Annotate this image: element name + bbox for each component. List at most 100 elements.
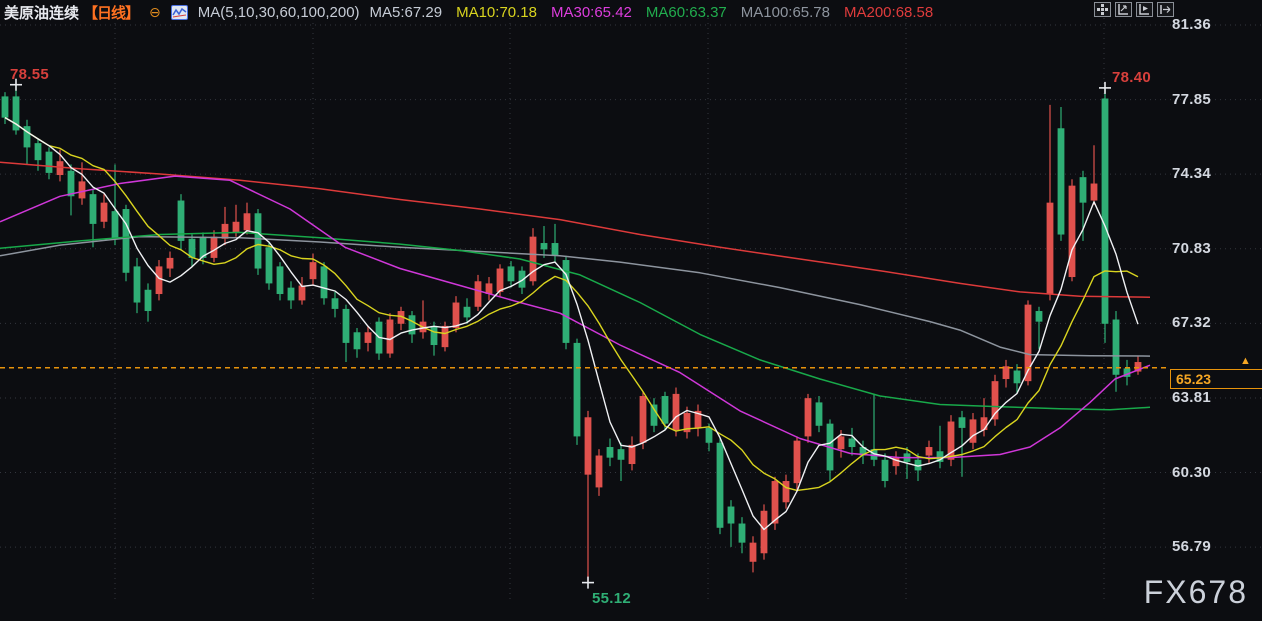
candle-body	[309, 262, 317, 280]
candle-body	[144, 289, 152, 312]
period-label[interactable]: 【日线】	[83, 4, 140, 22]
candle-body	[364, 332, 372, 343]
candle-body	[518, 270, 526, 288]
candle-body	[859, 447, 867, 456]
candle-body	[881, 459, 889, 482]
candle-body	[67, 170, 75, 197]
candle-body	[1123, 368, 1131, 377]
ma-line-ma200	[0, 161, 1151, 298]
candle-body	[628, 444, 636, 465]
candle-body	[595, 455, 603, 488]
candle-body	[507, 266, 515, 282]
candle-body	[793, 440, 801, 484]
chart-type-icon[interactable]	[170, 4, 188, 20]
ma-legend-item: MA5:67.29	[369, 3, 443, 21]
price-up-arrow-icon: ▲	[1240, 354, 1251, 367]
candle-body	[727, 506, 735, 524]
candle-body	[45, 151, 53, 173]
candle-body	[1068, 185, 1076, 278]
candle-body	[650, 404, 658, 426]
candle-body	[397, 311, 405, 324]
candle-body	[892, 457, 900, 467]
candle-body	[353, 332, 361, 350]
candle-body	[1101, 98, 1109, 324]
candle-body	[1, 96, 9, 118]
candle-body	[991, 381, 999, 420]
price-extreme-label: 78.40	[1112, 69, 1152, 86]
ma-legend-item: MA200:68.58	[844, 3, 934, 21]
current-price-badge: 65.23	[1170, 368, 1262, 389]
candle-body	[474, 281, 482, 307]
candle-body	[749, 542, 757, 562]
candle-body	[1046, 202, 1054, 295]
candle-body	[298, 285, 306, 301]
candle-body	[584, 417, 592, 475]
candle-body	[969, 419, 977, 443]
candle-body	[188, 238, 196, 258]
candle-body	[56, 161, 64, 176]
candle-body	[562, 260, 570, 343]
ma-line-ma100	[0, 235, 1151, 357]
candle-body	[221, 223, 229, 239]
exit-fullscreen-icon[interactable]	[1157, 2, 1174, 17]
candle-body	[100, 202, 108, 222]
ma-line-ma10	[4, 116, 1139, 492]
candle-body	[760, 510, 768, 554]
candle-body	[430, 325, 438, 346]
candle-body	[1035, 311, 1043, 322]
candle-body	[782, 481, 790, 503]
candle-body	[1134, 362, 1142, 372]
candle-body	[947, 421, 955, 460]
candle-body	[771, 481, 779, 524]
ma-legend-item: MA10:70.18	[456, 3, 537, 21]
chart-axis-left-icon[interactable]	[1115, 2, 1132, 17]
chart-play-icon[interactable]	[1136, 2, 1153, 17]
candle-body	[122, 209, 130, 273]
axis-tick-label: 63.81	[1172, 388, 1212, 406]
axis-tick-label: 77.85	[1172, 90, 1212, 108]
move-crosshair-icon[interactable]	[1094, 2, 1111, 17]
candle-body	[496, 268, 504, 292]
symbol-name: 美原油连续	[4, 4, 80, 22]
candle-body	[111, 211, 119, 239]
chart-toolbar	[1094, 2, 1174, 17]
candle-body	[1079, 177, 1087, 203]
axis-tick-label: 60.30	[1172, 463, 1212, 481]
candle-body	[925, 447, 933, 456]
candle-body	[716, 442, 724, 528]
candle-body	[78, 181, 86, 199]
axis-tick-label: 56.79	[1172, 538, 1212, 556]
candle-body	[1013, 370, 1021, 384]
ma-line-ma5	[4, 116, 1139, 531]
candle-body	[452, 302, 460, 329]
price-extreme-label: 78.55	[10, 66, 50, 83]
candle-body	[133, 266, 141, 303]
candle-body	[738, 523, 746, 543]
candle-body	[89, 194, 97, 224]
candle-body	[408, 315, 416, 335]
candle-body	[243, 213, 251, 231]
chart-header: 美原油连续 【日线】 ⊖ MA(5,10,30,60,100,200) MA5:6…	[4, 2, 933, 22]
candle-body	[166, 257, 174, 269]
price-extreme-label: 55.12	[592, 590, 632, 607]
candle-body	[848, 438, 856, 448]
candle-body	[639, 396, 647, 443]
candle-body	[958, 417, 966, 428]
candle-body	[1024, 304, 1032, 382]
candle-body	[177, 200, 185, 241]
candle-body	[254, 213, 262, 269]
ma-legend: MA5:67.29 MA10:70.18 MA30:65.42 MA60:63.37 M…	[370, 4, 934, 21]
axis-tick-label: 81.36	[1172, 16, 1212, 33]
candle-body	[232, 221, 240, 233]
ma-legend-item: MA60:63.37	[645, 3, 727, 21]
candle-body	[441, 325, 449, 348]
candle-body	[463, 306, 471, 318]
candle-body	[529, 236, 537, 282]
candle-body	[331, 298, 339, 309]
collapse-indicator-icon[interactable]: ⊖	[149, 4, 161, 20]
candle-body	[661, 396, 669, 424]
candle-body	[837, 436, 845, 450]
ma-group-label: MA(5,10,30,60,100,200)	[197, 3, 360, 21]
